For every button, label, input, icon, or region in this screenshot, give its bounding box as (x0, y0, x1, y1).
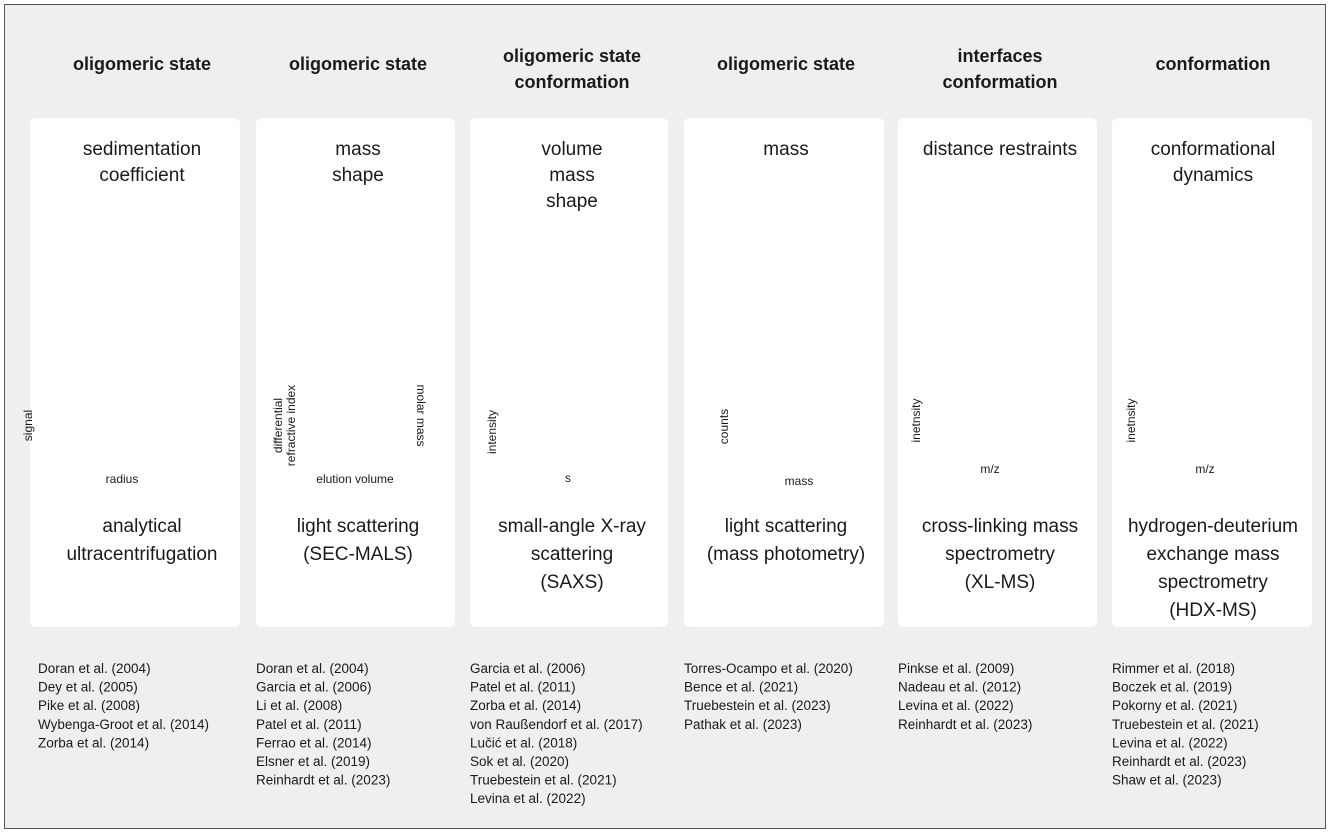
reference: Boczek et al. (2019) (1112, 680, 1232, 695)
method-name: hydrogen-deuterium (1128, 516, 1298, 537)
reference: Pokorny et al. (2021) (1112, 698, 1237, 713)
reference: Pike et al. (2008) (38, 698, 140, 713)
column-header: conformation (943, 72, 1058, 92)
reference: Truebestein et al. (2021) (1112, 717, 1259, 732)
method-name: spectrometry (1158, 572, 1268, 593)
reference: Levina et al. (2022) (1112, 735, 1228, 750)
reference: Reinhardt et al. (2023) (1112, 754, 1246, 769)
x-axis-label: m/z (980, 462, 999, 476)
method-name: (SAXS) (540, 572, 603, 593)
measured-property: mass (549, 165, 594, 186)
method-name: (SEC-MALS) (303, 544, 413, 565)
method-name: (HDX-MS) (1169, 600, 1257, 621)
y-axis-label: differential (271, 398, 285, 453)
method-name: cross-linking mass (922, 516, 1078, 537)
reference: Dey et al. (2005) (38, 680, 138, 695)
measured-property: shape (332, 165, 384, 186)
column-header: interfaces (957, 46, 1042, 66)
measured-property: mass (335, 139, 380, 160)
method-name: ultracentrifugation (66, 544, 217, 565)
measured-property: coefficient (99, 165, 185, 186)
reference: Reinhardt et al. (2023) (898, 717, 1032, 732)
reference: Wybenga-Groot et al. (2014) (38, 717, 209, 732)
reference: Doran et al. (2004) (38, 661, 151, 676)
reference: Truebestein et al. (2021) (470, 773, 617, 788)
reference: Doran et al. (2004) (256, 661, 369, 676)
column-header: oligomeric state (73, 54, 211, 74)
reference: Patel et al. (2011) (470, 680, 576, 695)
column-header: oligomeric state (717, 54, 855, 74)
method-name: spectrometry (945, 544, 1055, 565)
y-axis-label: counts (717, 409, 731, 444)
reference: Shaw et al. (2023) (1112, 773, 1222, 788)
y-axis-label: inetnsity (1124, 398, 1138, 442)
method-name: scattering (531, 544, 613, 565)
reference: Pinkse et al. (2009) (898, 661, 1014, 676)
method-name: exchange mass (1146, 544, 1279, 565)
column-header: conformation (1156, 54, 1271, 74)
figure: oligomeric state sedimentation coefficient… (0, 0, 1330, 833)
reference: Pathak et al. (2023) (684, 717, 802, 732)
method-name: analytical (102, 516, 181, 537)
reference: von Raußendorf et al. (2017) (470, 717, 643, 732)
x-axis-label: s (565, 471, 571, 485)
column-header: oligomeric state (289, 54, 427, 74)
y-axis-label: intensity (485, 410, 499, 454)
measured-property: dynamics (1173, 165, 1253, 186)
method-name: light scattering (725, 516, 848, 537)
y2-axis-label: molar mass (414, 384, 428, 446)
reference: Garcia et al. (2006) (256, 680, 372, 695)
reference: Levina et al. (2022) (898, 698, 1014, 713)
reference: Li et al. (2008) (256, 698, 342, 713)
y-axis-label: refractive index (284, 385, 298, 466)
reference: Elsner et al. (2019) (256, 754, 370, 769)
reference: Truebestein et al. (2023) (684, 698, 831, 713)
reference: Ferrao et al. (2014) (256, 735, 372, 750)
method-name: small-angle X-ray (498, 516, 646, 537)
reference: Garcia et al. (2006) (470, 661, 586, 676)
reference: Zorba et al. (2014) (38, 735, 149, 750)
x-axis-label: elution volume (316, 472, 394, 486)
x-axis-label: mass (785, 474, 814, 488)
y-axis-label: signal (21, 410, 35, 441)
measured-property: distance restraints (923, 139, 1077, 160)
method-name: (mass photometry) (707, 544, 865, 565)
reference: Lučić et al. (2018) (470, 735, 577, 750)
reference: Rimmer et al. (2018) (1112, 661, 1235, 676)
measured-property: mass (763, 139, 808, 160)
reference: Sok et al. (2020) (470, 754, 569, 769)
page: {"columns": [ {"header": ["oligomeric st… (0, 0, 1330, 833)
y-axis-label: inetnsity (909, 398, 923, 442)
measured-property: volume (541, 139, 602, 160)
method-name: light scattering (297, 516, 420, 537)
reference: Torres-Ocampo et al. (2020) (684, 661, 853, 676)
reference: Levina et al. (2022) (470, 791, 586, 806)
column-header: oligomeric state (503, 46, 641, 66)
reference: Zorba et al. (2014) (470, 698, 581, 713)
method-name: (XL-MS) (965, 572, 1036, 593)
measured-property: sedimentation (83, 139, 201, 160)
reference: Bence et al. (2021) (684, 680, 798, 695)
column-header: conformation (515, 72, 630, 92)
reference: Reinhardt et al. (2023) (256, 773, 390, 788)
reference: Patel et al. (2011) (256, 717, 362, 732)
reference: Nadeau et al. (2012) (898, 680, 1021, 695)
x-axis-label: radius (106, 472, 139, 486)
measured-property: shape (546, 191, 598, 212)
measured-property: conformational (1151, 139, 1276, 160)
x-axis-label: m/z (1195, 462, 1214, 476)
